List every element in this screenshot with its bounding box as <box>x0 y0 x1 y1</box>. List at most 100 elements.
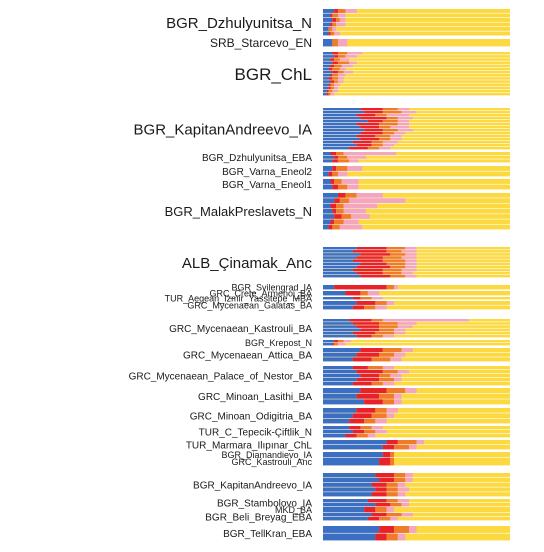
admixture-segment <box>386 533 398 541</box>
admixture-segment <box>323 340 510 343</box>
admixture-segment <box>332 22 337 27</box>
population-label: GRC_Crete_Armenoi_BA <box>209 289 312 299</box>
admixture-segment <box>394 399 402 405</box>
admixture-segment <box>337 340 344 343</box>
admixture-segment <box>352 305 365 310</box>
population-label: BGR_MalakPreslavets_N <box>165 204 312 219</box>
admixture-segment <box>394 378 402 382</box>
admixture-segment <box>375 503 391 507</box>
admixture-segment <box>375 487 387 492</box>
population-label: GRC_Kastrouli_Anc <box>231 457 312 467</box>
admixture-segment <box>323 247 357 250</box>
admixture-segment <box>323 357 353 362</box>
admixture-segment <box>379 147 391 150</box>
admixture-segment <box>382 366 395 370</box>
admixture-segment <box>323 55 335 58</box>
admixture-segment <box>323 482 510 487</box>
admixture-segment <box>328 89 333 93</box>
admixture-segment <box>323 219 510 225</box>
admixture-segment <box>323 340 335 343</box>
admixture-segment <box>386 513 402 517</box>
population-label: TUR_Aegean_Izmir_Yassitepe_MBA <box>165 294 312 304</box>
admixture-segment <box>390 265 406 269</box>
admixture-segment <box>323 458 380 466</box>
population-label: ALB_Çinamak_Anc <box>182 255 313 272</box>
admixture-segment <box>323 111 365 114</box>
admixture-segment <box>323 291 346 296</box>
admixture-segment <box>394 132 406 135</box>
admixture-segment <box>405 253 417 256</box>
admixture-segment <box>345 434 357 438</box>
admixture-segment <box>394 477 406 482</box>
admixture-segment <box>330 31 335 36</box>
admixture-segment <box>323 274 361 278</box>
population-label: GRC_Mycenaean_Kastrouli_BA <box>169 324 312 335</box>
admixture-segment <box>397 108 410 111</box>
admixture-segment <box>323 513 372 517</box>
admixture-segment <box>360 132 383 135</box>
admixture-segment <box>401 256 417 259</box>
admixture-segment <box>330 58 335 61</box>
admixture-segment <box>323 357 510 362</box>
admixture-segment <box>371 413 387 419</box>
admixture-segment <box>337 193 346 198</box>
admixture-segment <box>323 184 510 190</box>
admixture-segment <box>356 144 372 147</box>
admixture-segment <box>382 399 395 405</box>
admixture-segment <box>334 343 338 346</box>
admixture-segment <box>332 67 340 71</box>
admixture-segment <box>323 382 510 386</box>
admixture-segment <box>323 147 350 150</box>
admixture-segment <box>323 343 510 346</box>
admixture-segment <box>323 382 353 386</box>
admixture-segment <box>334 198 340 203</box>
admixture-segment <box>386 492 398 497</box>
admixture-segment <box>364 305 376 310</box>
admixture-segment <box>360 374 380 378</box>
admixture-segment <box>323 129 365 132</box>
admixture-segment <box>364 129 383 132</box>
admixture-segment <box>405 259 417 262</box>
admixture-segment <box>323 374 361 378</box>
admixture-segment <box>328 27 333 31</box>
admixture-segment <box>345 291 361 296</box>
admixture-segment <box>347 155 367 159</box>
admixture-segment <box>337 343 346 346</box>
admixture-segment <box>323 452 383 458</box>
admixture-segment <box>332 208 337 214</box>
admixture-segment <box>375 305 387 310</box>
admixture-segment <box>323 9 335 13</box>
admixture-segment <box>323 83 510 86</box>
admixture-segment <box>345 193 357 198</box>
admixture-segment <box>356 256 383 259</box>
admixture-segment <box>397 120 410 123</box>
admixture-segment <box>401 250 417 253</box>
admixture-segment <box>323 352 510 357</box>
admixture-segment <box>339 198 350 203</box>
admixture-segment <box>356 193 383 198</box>
admixture-segment <box>323 193 510 198</box>
admixture-segment <box>323 393 357 399</box>
admixture-segment <box>379 374 391 378</box>
admixture-segment <box>334 64 342 68</box>
admixture-segment <box>352 382 372 386</box>
admixture-segment <box>328 67 333 71</box>
admixture-segment <box>332 61 338 64</box>
admixture-segment <box>382 120 398 123</box>
admixture-segment <box>323 67 329 71</box>
admixture-segment <box>323 305 510 310</box>
admixture-segment <box>367 517 380 521</box>
admixture-segment <box>386 408 398 413</box>
admixture-segment <box>323 492 510 497</box>
admixture-segment <box>343 152 396 156</box>
admixture-segment <box>360 388 387 394</box>
admixture-segment <box>397 123 410 126</box>
admixture-segment <box>394 328 406 332</box>
admixture-segment <box>323 208 333 214</box>
admixture-segment <box>337 52 348 55</box>
admixture-segment <box>323 31 510 36</box>
admixture-segment <box>390 517 398 521</box>
admixture-segment <box>394 473 406 478</box>
admixture-segment <box>375 408 387 413</box>
admixture-segment <box>328 83 331 86</box>
